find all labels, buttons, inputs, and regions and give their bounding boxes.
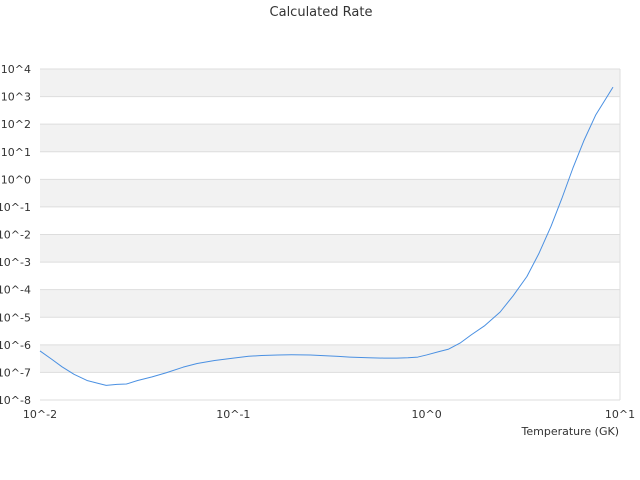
x-axis-ticks: 10^-2 10^-1 10^0 10^1 bbox=[23, 408, 635, 421]
grid-band bbox=[40, 344, 620, 373]
x-tick-label: 10^-1 bbox=[216, 408, 250, 421]
y-tick-label: 10^-2 bbox=[0, 229, 31, 242]
x-axis-title: Temperature (GK) bbox=[521, 425, 620, 438]
y-tick-label: 10^-6 bbox=[0, 339, 31, 352]
series-line bbox=[39, 86, 614, 386]
y-tick-label: 10^-8 bbox=[0, 394, 31, 407]
y-tick-label: 10^1 bbox=[1, 146, 31, 159]
series-layer bbox=[39, 86, 614, 386]
grid-band bbox=[40, 96, 620, 125]
grid-band bbox=[40, 234, 620, 263]
grid-band bbox=[40, 151, 620, 180]
background-bands bbox=[40, 69, 620, 400]
grid-band bbox=[40, 317, 620, 345]
y-tick-label: 10^-3 bbox=[0, 256, 31, 269]
gridlines bbox=[40, 68, 621, 401]
x-tick-label: 10^-2 bbox=[23, 408, 57, 421]
y-axis-ticks: 10^-8 10^-7 10^-6 10^-5 10^-4 10^-3 10^-2 10^-1… bbox=[0, 63, 31, 407]
chart-title: Calculated Rate bbox=[270, 5, 373, 20]
grid-band bbox=[40, 262, 620, 290]
y-tick-label: 10^2 bbox=[1, 118, 31, 131]
grid-band bbox=[40, 206, 620, 235]
grid-band bbox=[40, 289, 620, 318]
grid-band bbox=[40, 372, 620, 400]
y-tick-label: 10^-7 bbox=[0, 366, 31, 379]
y-tick-label: 10^-5 bbox=[0, 311, 31, 324]
x-tick-label: 10^1 bbox=[605, 408, 635, 421]
y-tick-label: 10^-1 bbox=[0, 201, 31, 214]
grid-band bbox=[40, 69, 620, 97]
x-tick-label: 10^0 bbox=[412, 408, 442, 421]
y-tick-label: 10^4 bbox=[1, 63, 31, 76]
y-tick-label: 10^3 bbox=[1, 91, 31, 104]
y-tick-label: 10^0 bbox=[1, 173, 31, 186]
y-tick-label: 10^-4 bbox=[0, 284, 31, 297]
grid-band bbox=[40, 124, 620, 152]
grid-band bbox=[40, 179, 620, 207]
